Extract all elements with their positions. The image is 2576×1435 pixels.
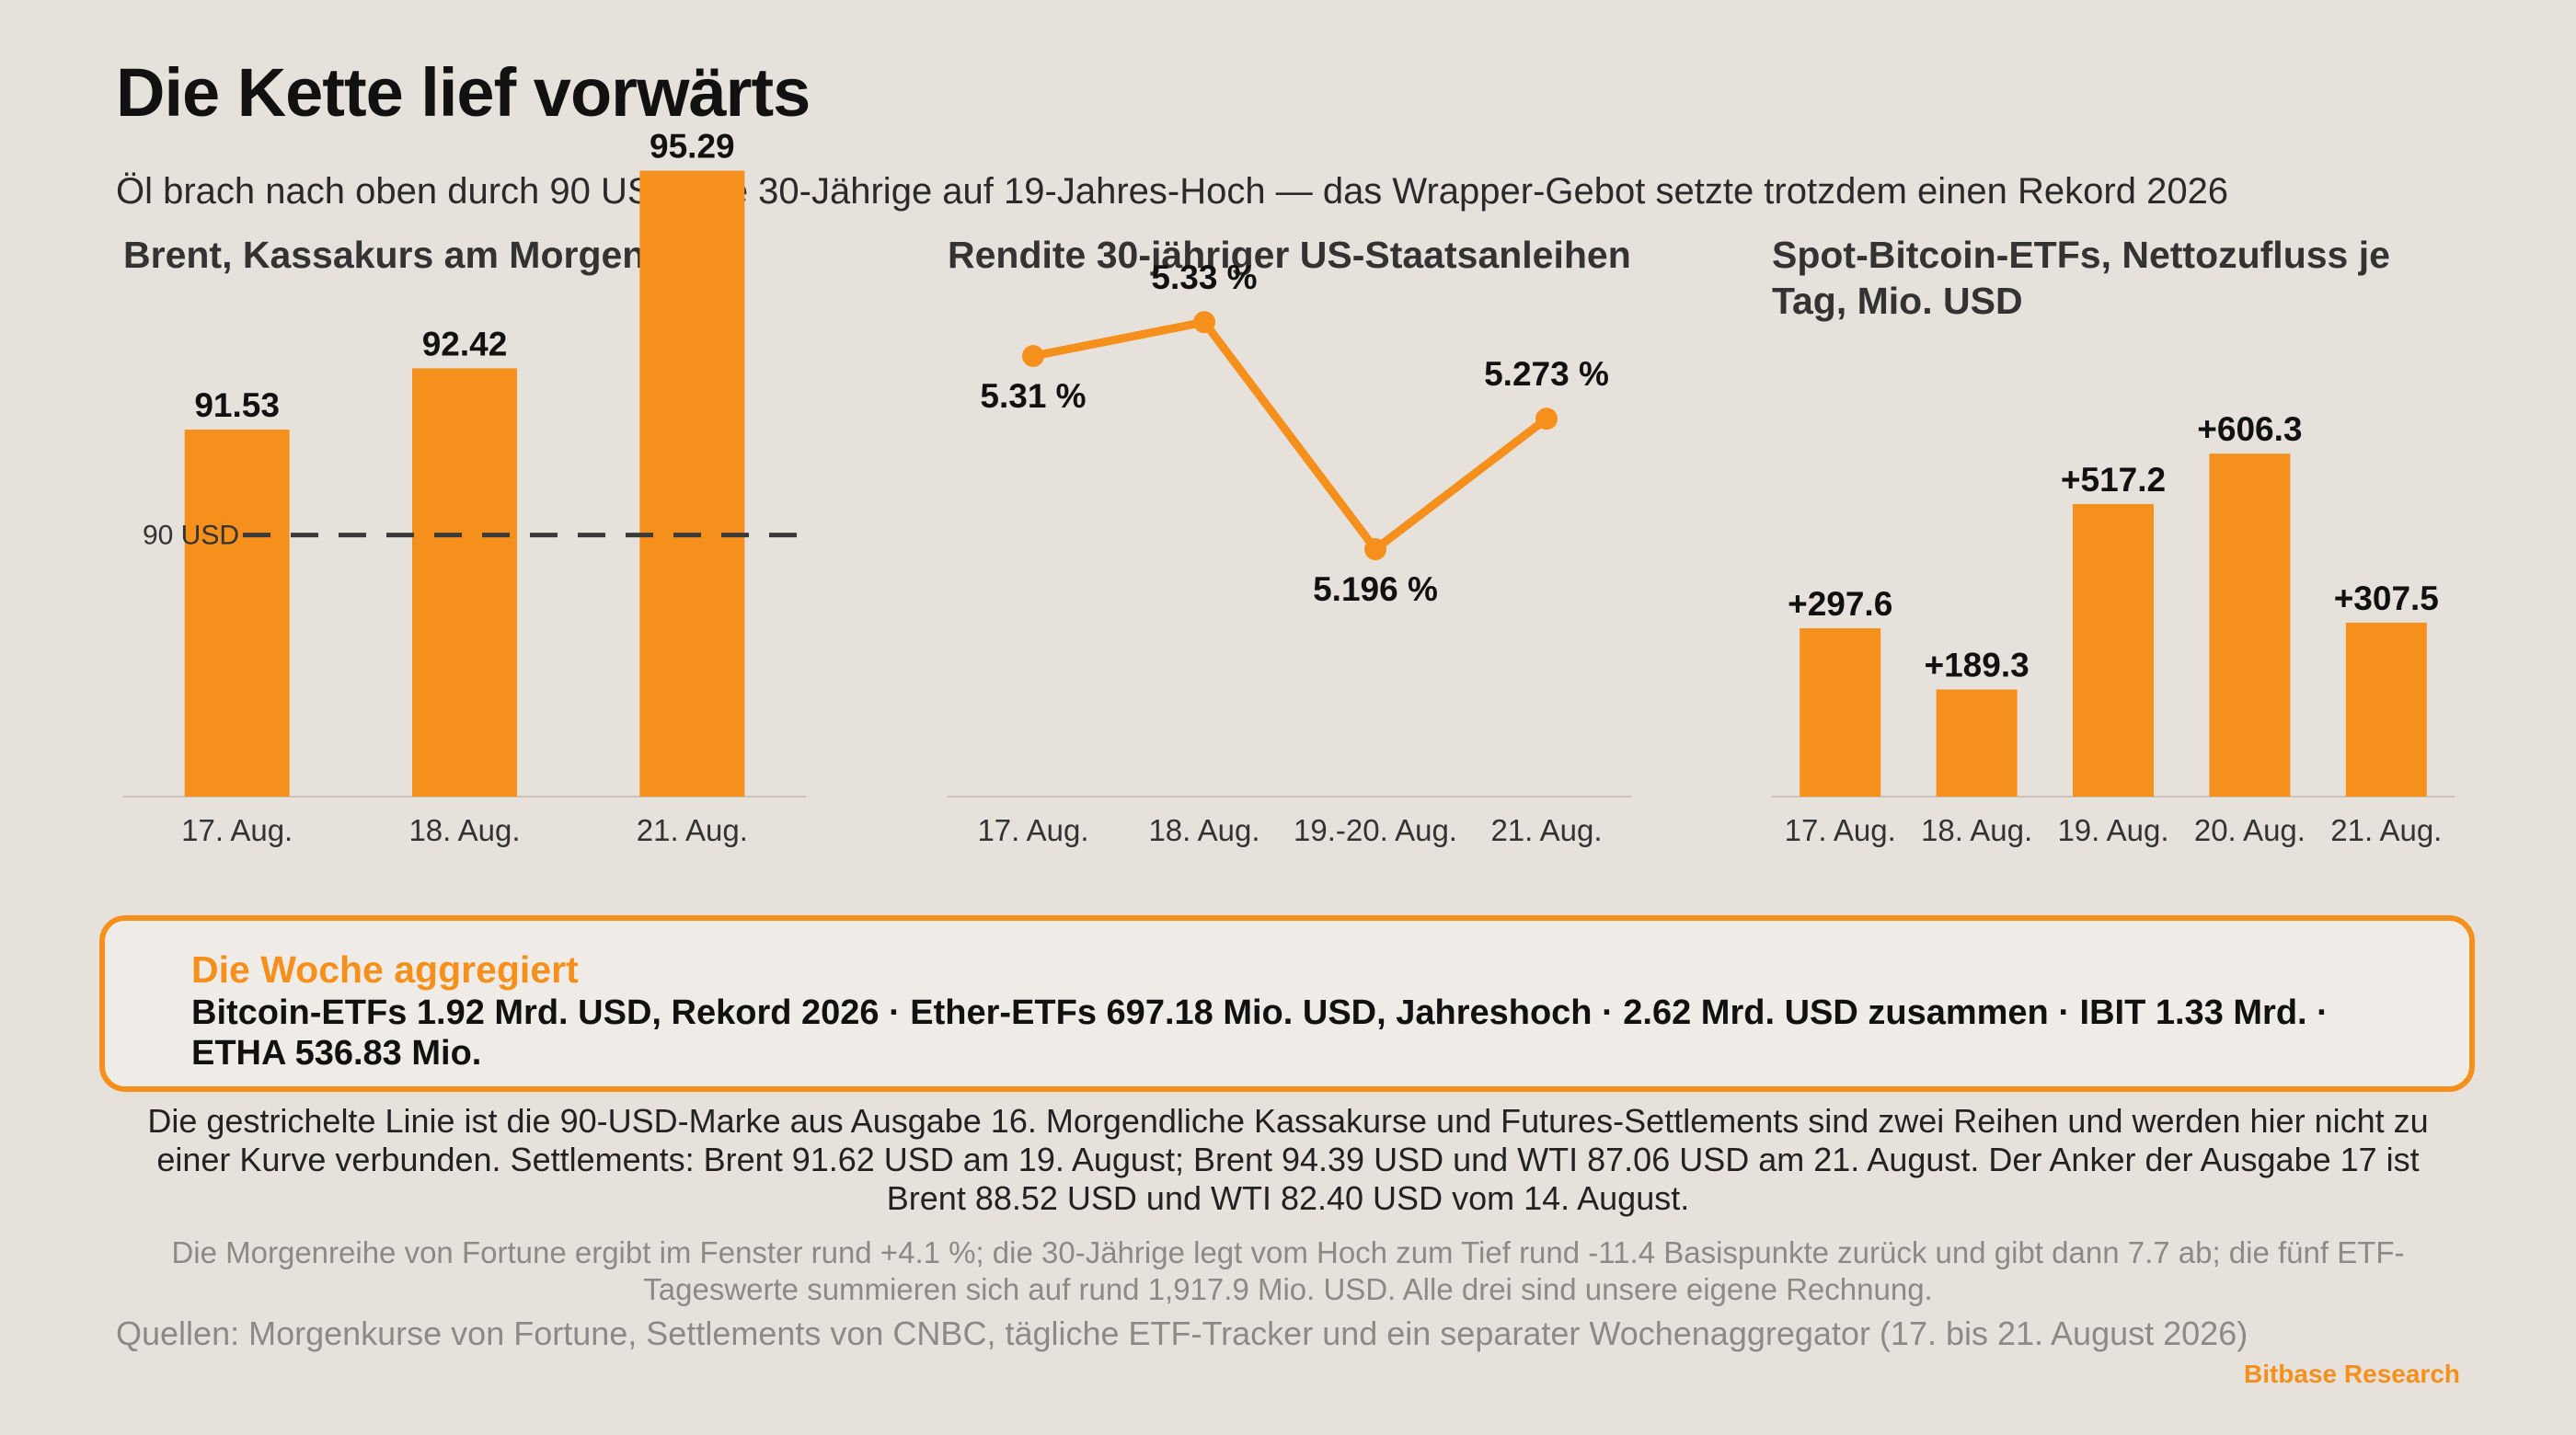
callout-body: Bitcoin-ETFs 1.92 Mrd. USD, Rekord 2026 … xyxy=(191,993,2329,1073)
yield-point xyxy=(1535,408,1558,430)
etf-bar xyxy=(2073,503,2154,797)
yield-tick-label: 19.-20. Aug. xyxy=(1294,813,1457,847)
etf-value-label: +606.3 xyxy=(2197,410,2302,448)
etf-bar-chart: +297.6 17. Aug. +189.3 18. Aug. +517.2 19. Au… xyxy=(1772,410,2455,847)
yield-value-label: 5.196 % xyxy=(1313,570,1438,608)
brent-tick-label: 18. Aug. xyxy=(408,813,520,847)
yield-series-line xyxy=(1029,317,1551,554)
yield-value-label: 5.33 % xyxy=(1151,258,1257,296)
yield-point xyxy=(1193,311,1215,334)
yield-line-chart: 5.31 % 17. Aug. 5.33 % 18. Aug. 5.196 % 19.-2… xyxy=(948,258,1632,847)
weekly-aggregate-callout: Die Woche aggregiert Bitcoin-ETFs 1.92 M… xyxy=(99,915,2475,1092)
yield-tick-label: 18. Aug. xyxy=(1148,813,1259,847)
main-note: Die gestrichelte Linie ist die 90-USD-Ma… xyxy=(147,1102,2429,1217)
callout-heading: Die Woche aggregiert xyxy=(191,948,579,991)
brent-value-label: 95.29 xyxy=(650,128,735,166)
brent-bar xyxy=(639,170,745,798)
page-subtitle: Öl brach nach oben durch 90 USD, die 30-… xyxy=(116,171,2229,212)
etf-value-label: +189.3 xyxy=(1924,647,2029,684)
etf-tick-label: 20. Aug. xyxy=(2194,813,2306,847)
sources-note: Quellen: Morgenkurse von Fortune, Settle… xyxy=(116,1314,2248,1352)
brent-bar xyxy=(412,368,517,797)
etf-value-label: +297.6 xyxy=(1788,585,1892,623)
brent-tick-label: 21. Aug. xyxy=(637,813,748,847)
brent-tick-label: 17. Aug. xyxy=(181,813,293,847)
etf-bar xyxy=(1800,627,1881,797)
etf-bar xyxy=(2345,622,2427,797)
yield-value-label: 5.31 % xyxy=(980,377,1086,415)
calculation-note: Die Morgenreihe von Fortune ergibt im Fe… xyxy=(171,1235,2405,1306)
yield-point xyxy=(1022,345,1044,368)
charts-canvas: 91.53 17. Aug. 92.42 18. Aug. 95.29 21. Aug. 9… xyxy=(123,128,2455,847)
yield-tick-label: 21. Aug. xyxy=(1490,813,1602,847)
yield-value-label: 5.273 % xyxy=(1484,355,1609,393)
brent-value-label: 91.53 xyxy=(194,386,280,424)
yield-tick-label: 17. Aug. xyxy=(977,813,1088,847)
brent-value-label: 92.42 xyxy=(422,325,508,362)
yield-chart-title: Rendite 30-jähriger US-Staatsanleihen xyxy=(948,234,1631,276)
etf-bar xyxy=(1936,689,2018,797)
yield-point xyxy=(1364,538,1386,561)
etf-bar xyxy=(2209,453,2291,797)
brent-bar-chart: 91.53 17. Aug. 92.42 18. Aug. 95.29 21. Aug. 9… xyxy=(123,128,806,847)
brent-reference-label: 90 USD xyxy=(143,521,239,551)
etf-value-label: +517.2 xyxy=(2061,461,2166,499)
etf-tick-label: 19. Aug. xyxy=(2057,813,2168,847)
etf-chart-title: Spot-Bitcoin-ETFs, Nettozufluss je Tag, … xyxy=(1772,234,2390,322)
etf-tick-label: 21. Aug. xyxy=(2330,813,2442,847)
etf-value-label: +307.5 xyxy=(2334,580,2439,617)
brent-bar xyxy=(184,430,290,797)
etf-tick-label: 18. Aug. xyxy=(1921,813,2032,847)
etf-tick-label: 17. Aug. xyxy=(1785,813,1896,847)
page-title: Die Kette lief vorwärts xyxy=(116,54,811,131)
brand-logo: Bitbase Research xyxy=(2243,1360,2460,1388)
